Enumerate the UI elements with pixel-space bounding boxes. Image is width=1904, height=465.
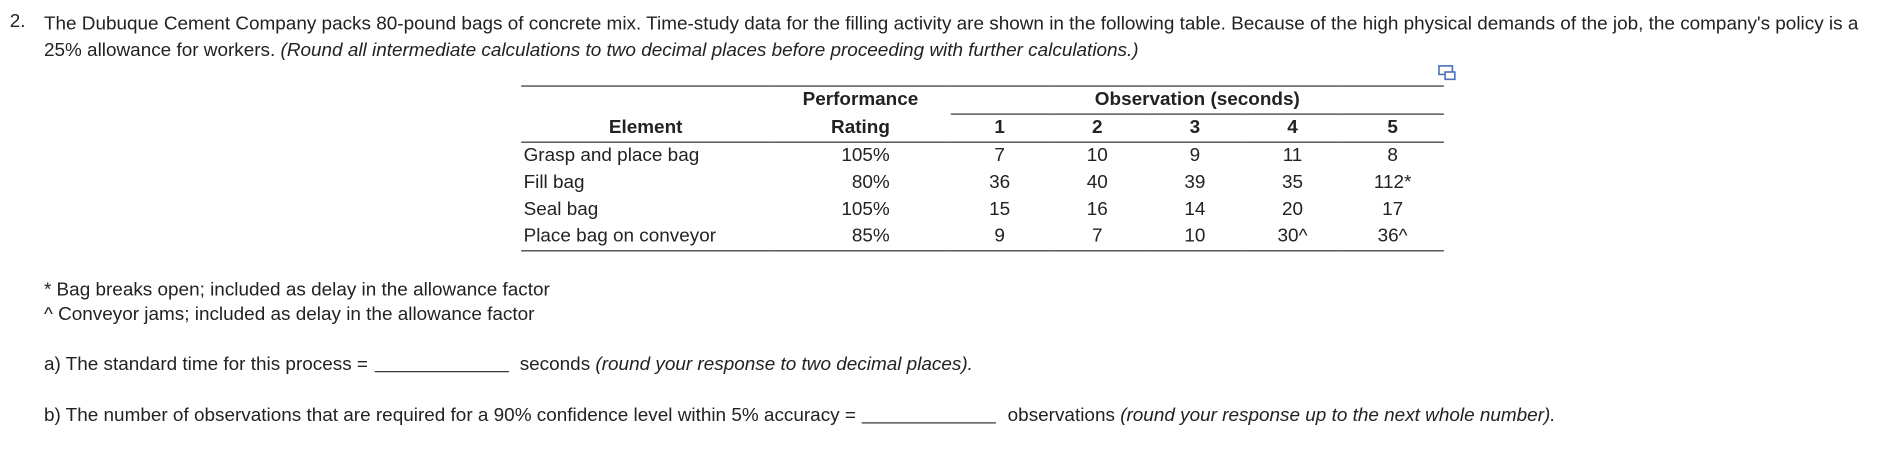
- header-cell: 4: [1243, 114, 1342, 143]
- table-cell: 7: [1091, 225, 1103, 247]
- table-cell: 35: [1281, 172, 1304, 193]
- header-cell: 1: [950, 114, 1049, 143]
- table-cell: 85%: [851, 225, 890, 247]
- part-label: b) The number of observations that are r…: [43, 405, 856, 426]
- table-row: Fill bag 80% 36 40 39 35 112*: [521, 170, 1444, 197]
- table-cell: 9: [994, 225, 1005, 247]
- header-cell: 3: [1146, 114, 1244, 143]
- table-cell: 36: [989, 172, 1011, 193]
- table-cell: 20: [1281, 198, 1304, 220]
- table-cell: 11: [1282, 145, 1303, 166]
- header-cell: Performance: [802, 89, 919, 111]
- table-row: Seal bag 105% 15 16 14 20 17: [521, 197, 1444, 224]
- header-cell: Rating: [770, 114, 951, 143]
- table-cell: 10: [1184, 225, 1206, 247]
- table-cell: Place bag on conveyor: [523, 225, 717, 247]
- part-unit: observations: [1007, 405, 1115, 426]
- header-cell: Element: [521, 114, 771, 143]
- part-a: a) The standard time for this process = …: [44, 352, 973, 376]
- table-cell: 39: [1184, 172, 1206, 193]
- question-number: 2.: [9, 10, 26, 32]
- table-cell: Grasp and place bag: [523, 145, 700, 166]
- table-cell: 16: [1086, 198, 1108, 220]
- part-unit: seconds: [519, 353, 591, 375]
- table-cell: 30^: [1277, 225, 1308, 247]
- table-cell: 105%: [841, 145, 890, 166]
- table-cell: 36^: [1377, 225, 1408, 247]
- header-cell: 2: [1048, 114, 1147, 143]
- table-cell: 112*: [1373, 172, 1412, 193]
- table-cell: 8: [1387, 145, 1398, 166]
- part-hint: (round your response to two decimal plac…: [595, 353, 973, 375]
- table-cell: 17: [1382, 198, 1404, 220]
- instruction: (Round all intermediate calculations to …: [280, 40, 1139, 62]
- table-cell: 10: [1086, 145, 1108, 166]
- question-body: The Dubuque Cement Company packs 80-poun…: [43, 13, 1859, 62]
- part-b: b) The number of observations that are r…: [44, 403, 1556, 427]
- header-cell: 5: [1341, 114, 1444, 143]
- header-cell: Observation (seconds): [950, 86, 1444, 115]
- answer-input[interactable]: [374, 352, 509, 373]
- part-label: a) The standard time for this process =: [43, 353, 368, 375]
- table-cell: 105%: [841, 198, 890, 220]
- table-row: Grasp and place bag 105% 7 10 9 11 8: [521, 142, 1444, 169]
- header-cell: [521, 86, 770, 114]
- table-cell: 14: [1184, 198, 1206, 220]
- note: * Bag breaks open; included as delay in …: [43, 279, 550, 301]
- table-cell: 9: [1189, 145, 1201, 166]
- table-cell: 80%: [851, 172, 890, 193]
- part-hint: (round your response up to the next whol…: [1120, 405, 1556, 426]
- table-cell: Fill bag: [523, 172, 585, 193]
- table-cell: 7: [994, 145, 1005, 166]
- table-cell: Seal bag: [523, 198, 599, 220]
- note: ^ Conveyor jams; included as delay in th…: [43, 303, 535, 325]
- table-cell: 15: [989, 198, 1011, 220]
- copy-icon[interactable]: [1438, 65, 1458, 82]
- table-cell: 40: [1086, 172, 1108, 193]
- answer-input[interactable]: [862, 403, 997, 424]
- time-study-table: Performance Observation (seconds) Elemen…: [521, 85, 1444, 252]
- table-row: Place bag on conveyor 85% 9 7 10 30^ 36^: [521, 223, 1444, 250]
- question-text: The Dubuque Cement Company packs 80-poun…: [44, 11, 1893, 65]
